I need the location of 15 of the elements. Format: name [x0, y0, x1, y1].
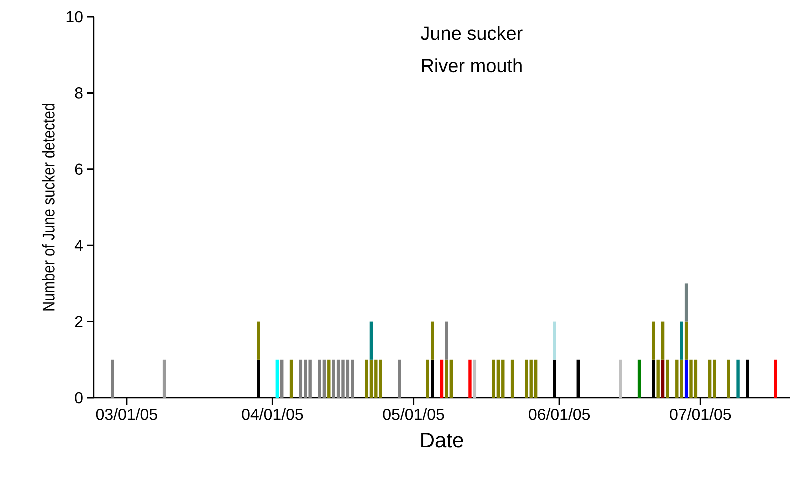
x-tick-label: 05/01/05 [383, 408, 444, 420]
x-tick-label: 06/01/05 [529, 408, 590, 420]
x-tick-label: 04/01/05 [242, 408, 304, 420]
x-tick-label: 07/01/05 [670, 408, 732, 420]
y-tick-label: 0 [75, 392, 83, 404]
y-tick-label: 4 [74, 240, 84, 252]
y-tick-label: 8 [75, 88, 83, 99]
x-tick-label: 03/01/05 [96, 408, 158, 420]
y-tick-label: 10 [66, 11, 83, 23]
y-axis-title: Number of June sucker detected [42, 104, 55, 311]
x-axis-title: Date [422, 433, 464, 448]
y-tick-label: 2 [75, 316, 83, 328]
chart-title: June sucker [421, 26, 523, 40]
y-tick-label: 6 [75, 164, 83, 176]
text: River mouth [422, 58, 522, 73]
